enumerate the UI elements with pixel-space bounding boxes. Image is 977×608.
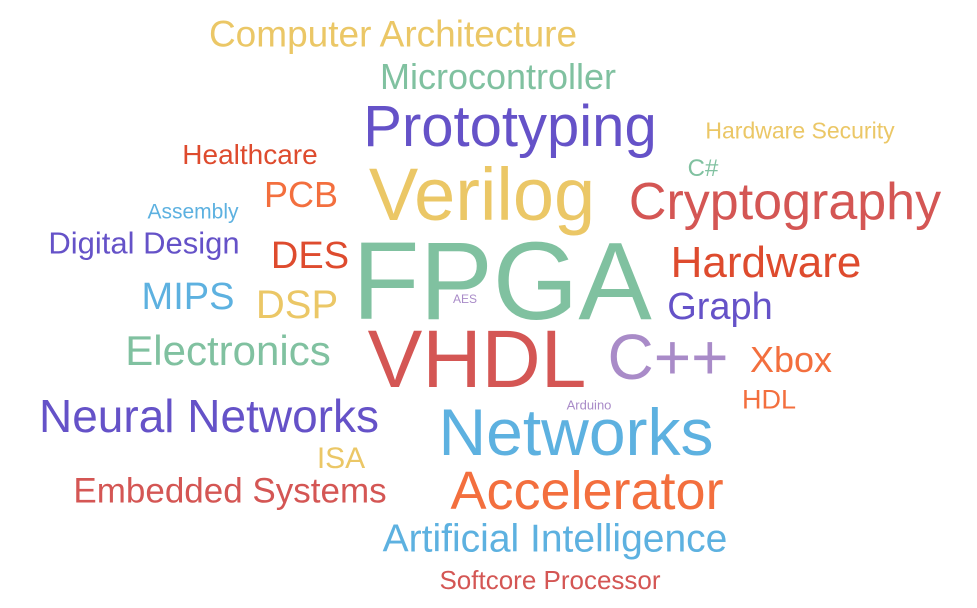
word-hdl: HDL: [741, 384, 797, 415]
word-fpga: FPGA: [352, 220, 652, 343]
word-aes: AES: [452, 292, 478, 306]
word-des: DES: [270, 235, 350, 277]
word-hardware-security: Hardware Security: [705, 117, 895, 144]
word-isa: ISA: [316, 442, 366, 475]
word-assembly: Assembly: [147, 200, 239, 224]
word-graph: Graph: [667, 286, 773, 328]
word-dsp: DSP: [255, 283, 339, 327]
word-microcontroller: Microcontroller: [379, 56, 617, 97]
word-mips: MIPS: [141, 276, 235, 318]
word-pcb: PCB: [263, 174, 339, 215]
word-digital-design: Digital Design: [48, 225, 240, 261]
word-accelerator: Accelerator: [450, 461, 724, 521]
word-prototyping: Prototyping: [363, 94, 657, 159]
word-verilog: Verilog: [368, 153, 596, 236]
word-cryptography: Cryptography: [628, 173, 942, 231]
word-embedded-systems: Embedded Systems: [73, 471, 387, 511]
word-hardware: Hardware: [670, 238, 862, 287]
word-artificial-intelligence: Artificial Intelligence: [382, 517, 728, 561]
word-neural-networks: Neural Networks: [39, 390, 379, 442]
word-softcore-processor: Softcore Processor: [439, 565, 661, 595]
word-networks: Networks: [438, 395, 714, 469]
word-electronics: Electronics: [125, 327, 331, 374]
word-computer-architecture: Computer Architecture: [208, 13, 578, 55]
word-arduino: Arduino: [566, 397, 612, 413]
word-healthcare: Healthcare: [182, 139, 318, 170]
word-vhdl: VHDL: [367, 314, 587, 405]
word-csharp: C#: [687, 155, 719, 182]
word-xbox: Xbox: [749, 339, 833, 380]
word-cpp: C++: [607, 321, 729, 393]
